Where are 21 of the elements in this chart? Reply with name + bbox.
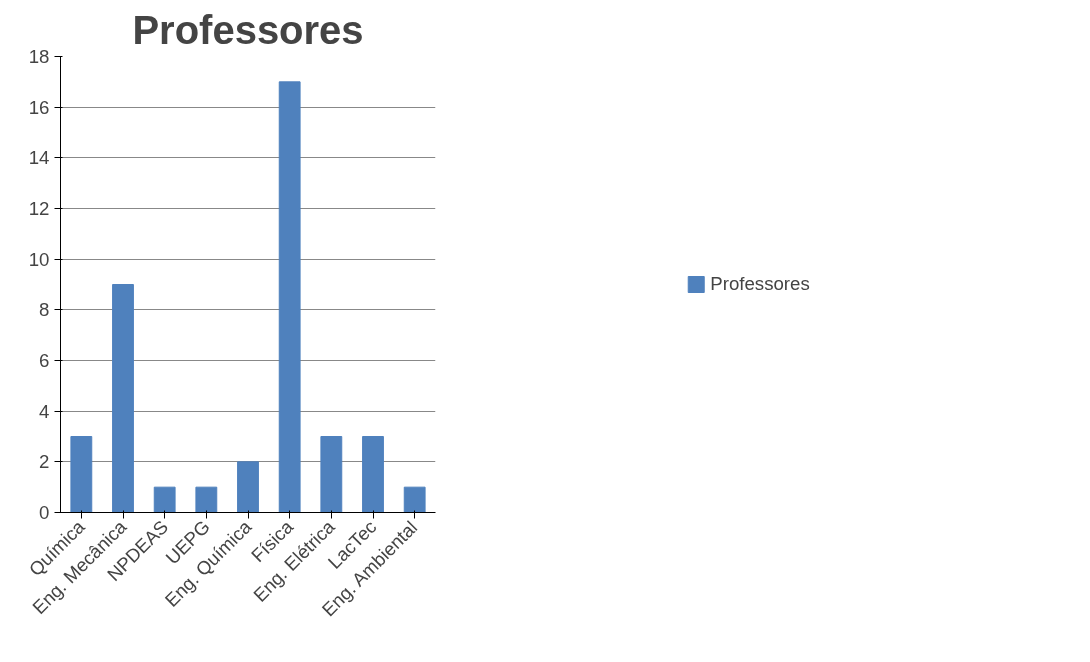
legend-label: Professores xyxy=(710,273,810,295)
bar xyxy=(320,436,343,513)
y-tick-label: 0 xyxy=(39,502,50,523)
bar xyxy=(237,461,259,513)
y-tick-label: 14 xyxy=(28,147,50,169)
y-tick-label: 16 xyxy=(28,96,50,118)
bar xyxy=(153,486,176,513)
y-tick-label: 6 xyxy=(39,350,50,371)
y-tick-label: 4 xyxy=(39,400,50,422)
chart-title: Professores xyxy=(132,7,364,52)
bar xyxy=(195,486,218,513)
y-tick-label: 10 xyxy=(28,248,50,270)
bar xyxy=(362,436,384,513)
y-tick-label: 8 xyxy=(39,299,50,321)
y-tick-label: 12 xyxy=(28,198,50,219)
bar xyxy=(403,486,426,513)
bar xyxy=(70,436,93,513)
bar xyxy=(278,81,301,513)
y-tick-label: 18 xyxy=(28,46,50,67)
bar xyxy=(112,284,134,513)
y-tick-label: 2 xyxy=(39,451,50,473)
